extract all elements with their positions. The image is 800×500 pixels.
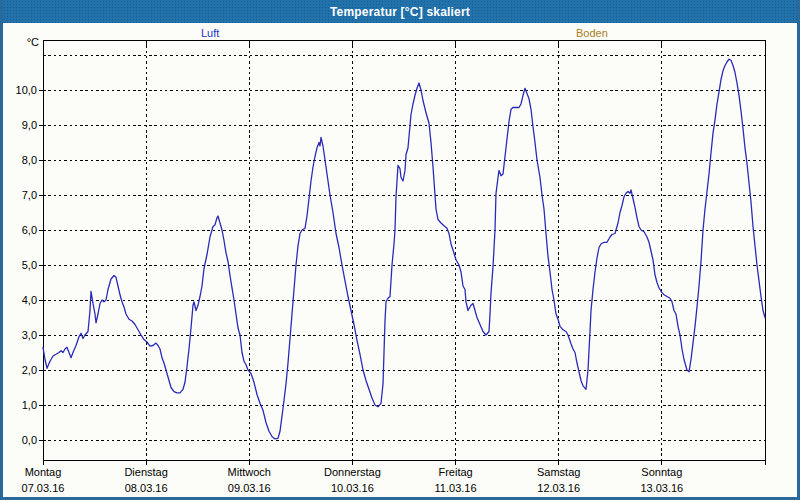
y-axis-label: 2,0	[3, 365, 37, 376]
y-axis-label: 7,0	[3, 190, 37, 201]
x-axis-date-label: 09.03.16	[197, 482, 301, 494]
x-axis-day-label: Freitag	[404, 466, 508, 478]
y-axis-label: 0,0	[3, 435, 37, 446]
x-axis-date-label: 13.03.16	[610, 482, 714, 494]
y-axis-label: 9,0	[3, 120, 37, 131]
plot-area	[3, 0, 800, 500]
y-axis-label: 3,0	[3, 330, 37, 341]
x-axis-date-label: 07.03.16	[0, 482, 95, 494]
y-axis-label: 8,0	[3, 155, 37, 166]
y-axis-label: 1,0	[3, 400, 37, 411]
x-axis-day-label: Sonntag	[610, 466, 714, 478]
x-axis-day-label: Montag	[0, 466, 95, 478]
x-axis-date-label: 11.03.16	[404, 482, 508, 494]
y-axis-label: 10,0	[3, 85, 37, 96]
app-window: Temperatur [°C] skaliert Luft Boden °C 0…	[0, 0, 800, 500]
x-axis-day-label: Samstag	[507, 466, 611, 478]
x-axis-date-label: 08.03.16	[94, 482, 198, 494]
y-axis-label: 5,0	[3, 260, 37, 271]
x-axis-day-label: Mittwoch	[197, 466, 301, 478]
x-axis-day-label: Dienstag	[94, 466, 198, 478]
y-axis-label: 6,0	[3, 225, 37, 236]
x-axis-date-label: 10.03.16	[300, 482, 404, 494]
x-axis-day-label: Donnerstag	[300, 466, 404, 478]
x-axis-date-label: 12.03.16	[507, 482, 611, 494]
y-axis-label: 4,0	[3, 295, 37, 306]
